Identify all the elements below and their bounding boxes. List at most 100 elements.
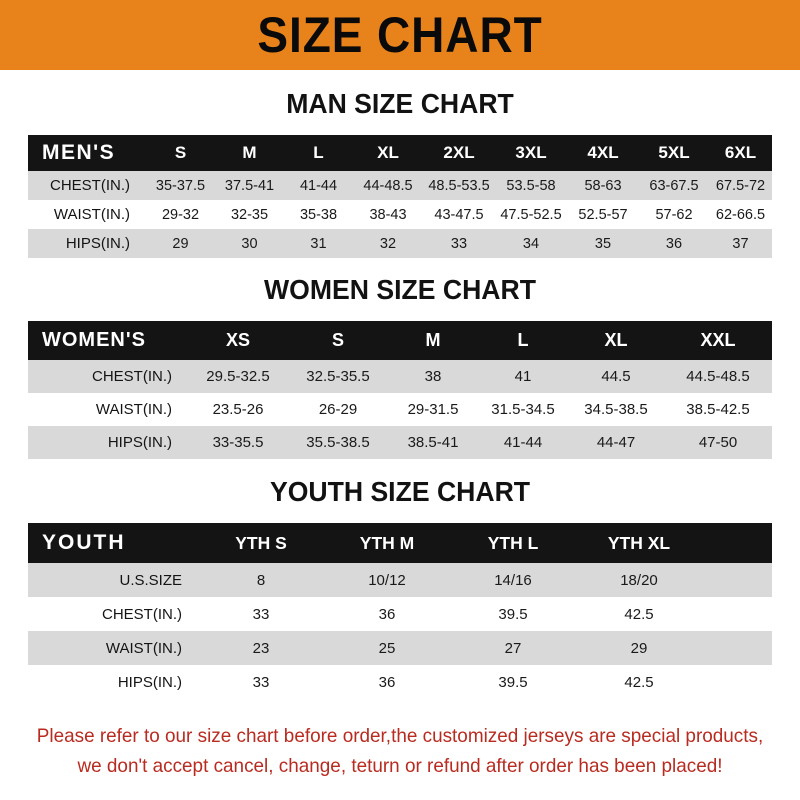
section-disclaimer: Please refer to our size chart before or…: [0, 721, 800, 781]
women-col-5: XXL: [700, 330, 736, 350]
youth-cell-3-1: 36: [324, 665, 450, 699]
youth-cell-0-spacer: [702, 563, 772, 597]
youth-cell-0-3: 18/20: [576, 563, 702, 597]
youth-row-label-3: HIPS(IN.): [28, 665, 198, 699]
table-row: HIPS(IN.) 33-35.5 35.5-38.5 38.5-41 41-4…: [28, 426, 772, 459]
women-cell-1-2: 29-31.5: [388, 393, 478, 426]
section-youth: YOUTH SIZE CHART YOUTH YTH S YTH M YTH L…: [0, 477, 800, 699]
men-col-6: 4XL: [587, 143, 619, 162]
men-size-table: MEN'S S M L XL 2XL 3XL 4XL 5XL 6XL CHEST…: [28, 135, 772, 258]
women-cell-0-1: 32.5-35.5: [288, 360, 388, 393]
men-cell-1-1: 32-35: [215, 200, 284, 229]
women-cell-1-3: 31.5-34.5: [478, 393, 568, 426]
youth-cell-2-0: 23: [198, 631, 324, 665]
women-size-table: WOMEN'S XS S M L XL XXL CHEST(IN.) 29.5-…: [28, 321, 772, 459]
men-cell-2-8: 37: [709, 229, 772, 258]
table-row: WAIST(IN.) 23.5-26 26-29 29-31.5 31.5-34…: [28, 393, 772, 426]
youth-cell-2-2: 27: [450, 631, 576, 665]
men-col-2: L: [313, 143, 324, 162]
page-banner: SIZE CHART: [0, 0, 800, 70]
table-row: U.S.SIZE 8 10/12 14/16 18/20: [28, 563, 772, 597]
youth-cell-3-spacer: [702, 665, 772, 699]
section-women: WOMEN SIZE CHART WOMEN'S XS S M L XL XXL: [0, 275, 800, 459]
women-col-3: L: [517, 330, 529, 350]
women-table-body: CHEST(IN.) 29.5-32.5 32.5-35.5 38 41 44.…: [28, 360, 772, 459]
men-row-header-label: MEN'S: [42, 141, 116, 164]
women-cell-2-5: 47-50: [664, 426, 772, 459]
youth-cell-1-3: 42.5: [576, 597, 702, 631]
men-col-3: XL: [377, 143, 399, 162]
page-title: SIZE CHART: [257, 7, 543, 63]
youth-col-2: YTH L: [487, 532, 539, 553]
disclaimer-line-2: we don't accept cancel, change, teturn o…: [77, 755, 723, 777]
table-row: WAIST(IN.) 29-32 32-35 35-38 38-43 43-47…: [28, 200, 772, 229]
section-title-men: MAN SIZE CHART: [286, 88, 514, 119]
table-row: HIPS(IN.) 29 30 31 32 33 34 35 36 37: [28, 229, 772, 258]
women-table-head: WOMEN'S XS S M L XL XXL: [28, 321, 772, 360]
youth-row-label-2: WAIST(IN.): [28, 631, 198, 665]
table-row: WAIST(IN.) 23 25 27 29: [28, 631, 772, 665]
youth-col-spacer: [702, 523, 772, 563]
section-title-youth: YOUTH SIZE CHART: [269, 476, 531, 507]
women-cell-0-2: 38: [388, 360, 478, 393]
table-row: CHEST(IN.) 33 36 39.5 42.5: [28, 597, 772, 631]
women-cell-0-0: 29.5-32.5: [188, 360, 288, 393]
men-cell-2-2: 31: [284, 229, 353, 258]
men-cell-0-8: 67.5-72: [709, 171, 772, 200]
men-cell-1-8: 62-66.5: [709, 200, 772, 229]
table-row: HIPS(IN.) 33 36 39.5 42.5: [28, 665, 772, 699]
women-col-0: XS: [225, 330, 250, 350]
men-cell-0-3: 44-48.5: [353, 171, 423, 200]
women-cell-2-1: 35.5-38.5: [288, 426, 388, 459]
women-col-4: XL: [604, 330, 628, 350]
women-cell-0-3: 41: [478, 360, 568, 393]
women-cell-1-5: 38.5-42.5: [664, 393, 772, 426]
youth-cell-2-3: 29: [576, 631, 702, 665]
youth-table-body: U.S.SIZE 8 10/12 14/16 18/20 CHEST(IN.) …: [28, 563, 772, 699]
men-cell-1-6: 52.5-57: [567, 200, 639, 229]
men-cell-2-6: 35: [567, 229, 639, 258]
men-cell-0-1: 37.5-41: [215, 171, 284, 200]
men-col-1: M: [242, 143, 257, 162]
women-cell-1-1: 26-29: [288, 393, 388, 426]
youth-cell-1-2: 39.5: [450, 597, 576, 631]
women-row-label-2: HIPS(IN.): [28, 426, 188, 459]
section-title-women: WOMEN SIZE CHART: [264, 274, 536, 305]
men-cell-0-6: 58-63: [567, 171, 639, 200]
men-row-label-0: CHEST(IN.): [28, 171, 146, 200]
men-cell-0-4: 48.5-53.5: [423, 171, 495, 200]
men-cell-0-0: 35-37.5: [146, 171, 215, 200]
women-cell-0-4: 44.5: [568, 360, 664, 393]
men-cell-0-7: 63-67.5: [639, 171, 709, 200]
youth-col-1: YTH M: [359, 532, 415, 553]
men-table-head: MEN'S S M L XL 2XL 3XL 4XL 5XL 6XL: [28, 135, 772, 171]
youth-size-table: YOUTH YTH S YTH M YTH L YTH XL U.S.SIZE …: [28, 523, 772, 699]
men-row-label-2: HIPS(IN.): [28, 229, 146, 258]
women-cell-2-0: 33-35.5: [188, 426, 288, 459]
youth-cell-1-spacer: [702, 597, 772, 631]
men-cell-1-4: 43-47.5: [423, 200, 495, 229]
youth-row-label-1: CHEST(IN.): [28, 597, 198, 631]
women-cell-1-0: 23.5-26: [188, 393, 288, 426]
women-col-1: S: [331, 330, 344, 350]
men-col-0: S: [174, 143, 187, 162]
women-cell-1-4: 34.5-38.5: [568, 393, 664, 426]
men-cell-0-5: 53.5-58: [495, 171, 567, 200]
table-row: CHEST(IN.) 29.5-32.5 32.5-35.5 38 41 44.…: [28, 360, 772, 393]
men-col-4: 2XL: [443, 143, 475, 162]
women-cell-0-5: 44.5-48.5: [664, 360, 772, 393]
youth-row-header-label: YOUTH: [42, 531, 126, 554]
women-cell-2-3: 41-44: [478, 426, 568, 459]
men-cell-1-7: 57-62: [639, 200, 709, 229]
youth-cell-0-0: 8: [198, 563, 324, 597]
youth-col-3: YTH XL: [607, 532, 671, 553]
men-cell-2-3: 32: [353, 229, 423, 258]
youth-cell-1-1: 36: [324, 597, 450, 631]
section-men: MAN SIZE CHART MEN'S S M L XL 2XL 3XL 4X…: [0, 89, 800, 258]
men-cell-2-7: 36: [639, 229, 709, 258]
men-cell-1-2: 35-38: [284, 200, 353, 229]
women-header-row: WOMEN'S XS S M L XL XXL: [28, 321, 772, 360]
men-col-5: 3XL: [515, 143, 547, 162]
men-cell-2-1: 30: [215, 229, 284, 258]
disclaimer-line-1: Please refer to our size chart before or…: [36, 725, 764, 747]
